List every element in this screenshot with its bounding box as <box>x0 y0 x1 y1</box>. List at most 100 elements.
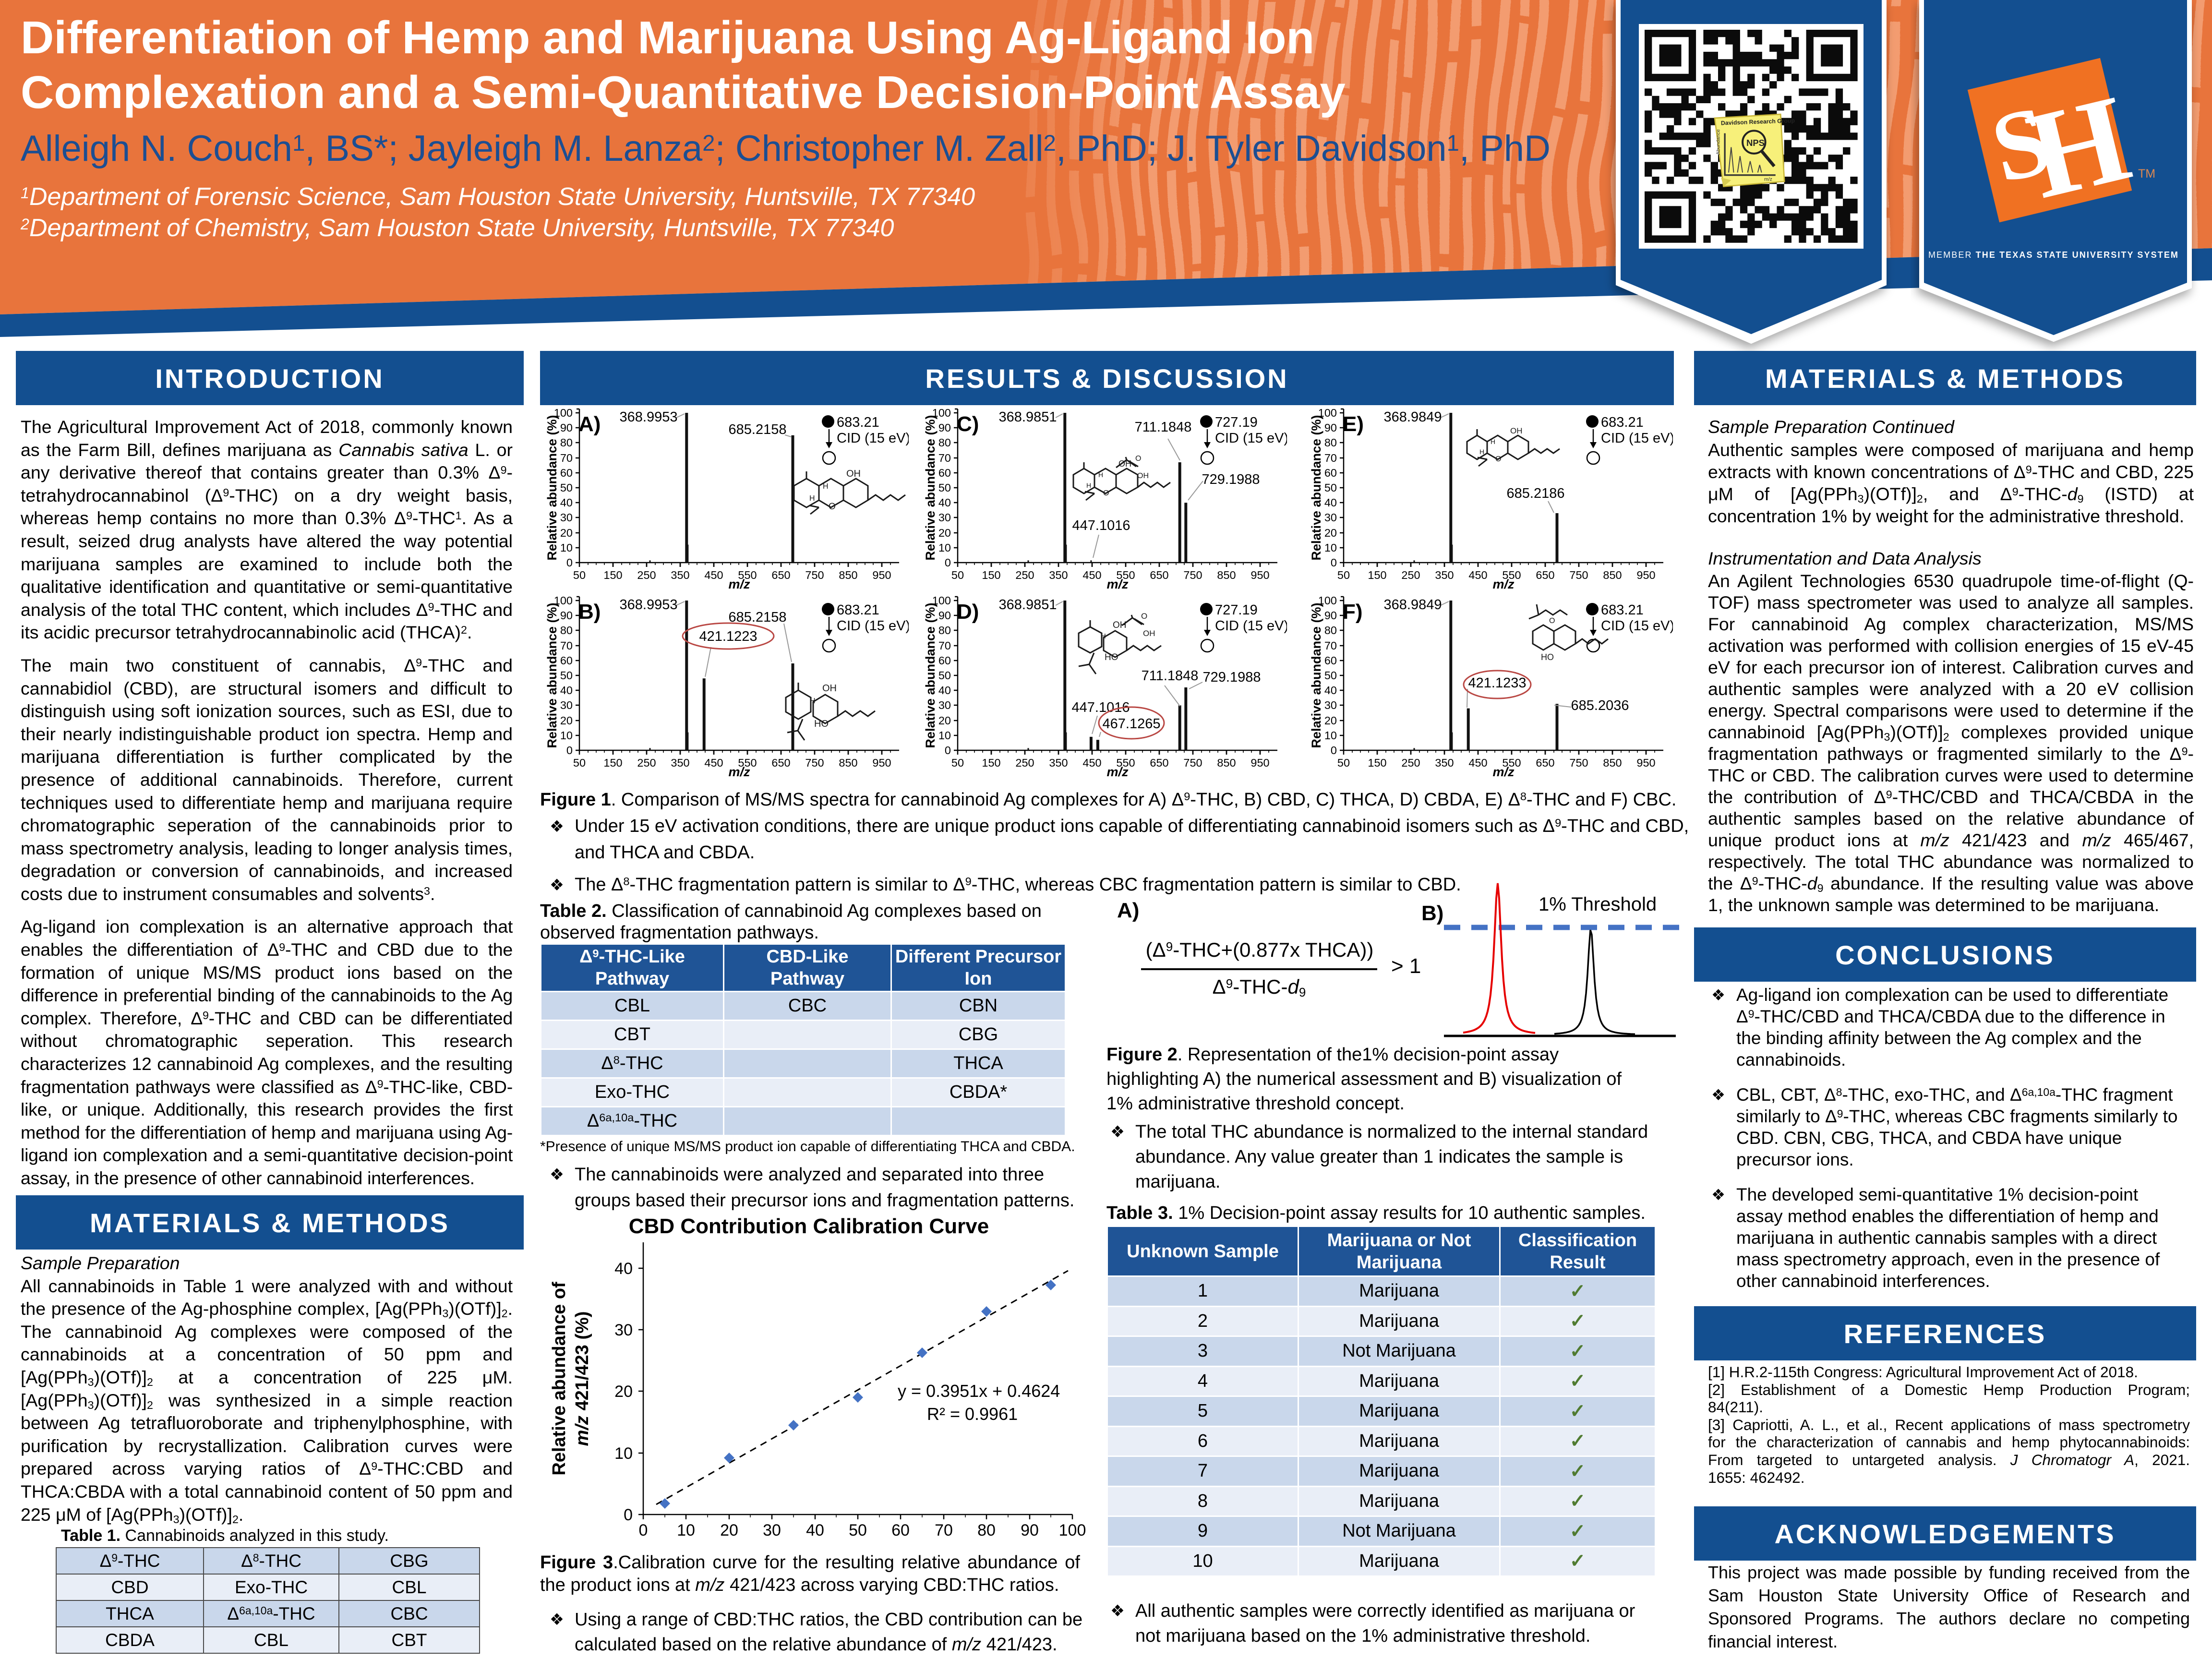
svg-text:90: 90 <box>1021 1521 1039 1539</box>
svg-text:150: 150 <box>1368 757 1386 769</box>
svg-text:250: 250 <box>637 569 656 581</box>
svg-text:Relative abundance (%): Relative abundance (%) <box>1309 415 1323 560</box>
svg-text:m/z: m/z <box>1764 177 1772 182</box>
svg-text:30: 30 <box>560 699 573 711</box>
svg-text:70: 70 <box>1324 452 1337 464</box>
svg-text:90: 90 <box>938 609 951 622</box>
svg-text:0: 0 <box>566 744 573 757</box>
svg-text:850: 850 <box>1603 569 1622 581</box>
svg-text:60: 60 <box>1324 467 1337 479</box>
svg-text:950: 950 <box>1636 569 1655 581</box>
svg-text:y = 0.3951x + 0.4624: y = 0.3951x + 0.4624 <box>898 1381 1060 1401</box>
svg-text:60: 60 <box>938 654 951 667</box>
svg-text:m/z: m/z <box>1492 577 1515 591</box>
svg-text:450: 450 <box>1468 757 1487 769</box>
svg-text:30: 30 <box>938 511 951 524</box>
svg-text:H: H <box>810 697 816 705</box>
svg-text:70: 70 <box>560 639 573 652</box>
svg-text:10: 10 <box>938 541 951 554</box>
svg-text:10: 10 <box>677 1521 695 1539</box>
svg-text:80: 80 <box>1324 436 1337 449</box>
svg-text:421.1223: 421.1223 <box>699 629 757 644</box>
svg-text:750: 750 <box>1183 569 1202 581</box>
svg-text:685.2158: 685.2158 <box>729 422 787 437</box>
svg-text:OH: OH <box>1137 472 1149 480</box>
svg-text:20: 20 <box>1324 527 1337 539</box>
svg-text:100: 100 <box>1318 594 1337 607</box>
svg-text:H: H <box>1101 632 1106 640</box>
svg-text:OH: OH <box>1510 426 1523 435</box>
svg-text:20: 20 <box>614 1382 633 1401</box>
svg-text:80: 80 <box>977 1521 996 1539</box>
svg-text:683.21: 683.21 <box>837 602 879 618</box>
svg-text:250: 250 <box>637 757 656 769</box>
svg-text:650: 650 <box>771 569 790 581</box>
svg-text:m/z: m/z <box>728 577 750 591</box>
svg-text:0: 0 <box>566 556 573 569</box>
svg-text:OH: OH <box>822 683 837 694</box>
svg-text:0: 0 <box>945 556 951 569</box>
svg-text:m/z: m/z <box>1492 765 1515 779</box>
svg-text:30: 30 <box>1324 699 1337 711</box>
svg-text:683.21: 683.21 <box>1601 415 1644 430</box>
svg-text:368.9851: 368.9851 <box>999 597 1057 613</box>
svg-text:CID (15 eV): CID (15 eV) <box>1601 431 1673 446</box>
svg-text:70: 70 <box>938 639 951 652</box>
svg-text:90: 90 <box>560 421 573 434</box>
svg-text:368.9851: 368.9851 <box>999 409 1057 425</box>
svg-text:D): D) <box>957 600 979 624</box>
svg-text:450: 450 <box>704 757 723 769</box>
svg-text:E): E) <box>1343 412 1364 436</box>
svg-text:H: H <box>1086 481 1091 489</box>
svg-text:50: 50 <box>849 1521 867 1539</box>
svg-text:550: 550 <box>738 569 757 581</box>
svg-text:30: 30 <box>560 511 573 524</box>
svg-text:711.1848: 711.1848 <box>1135 420 1192 435</box>
svg-text:40: 40 <box>1324 684 1337 697</box>
svg-text:OH: OH <box>1143 629 1155 638</box>
svg-text:10: 10 <box>938 729 951 742</box>
svg-text:HO: HO <box>1105 652 1118 662</box>
svg-text:H: H <box>1491 438 1495 445</box>
svg-text:950: 950 <box>1250 757 1269 769</box>
svg-text:50: 50 <box>951 569 964 581</box>
svg-text:80: 80 <box>938 436 951 449</box>
svg-text:421.1233: 421.1233 <box>1468 675 1527 691</box>
svg-text:50: 50 <box>1324 669 1337 682</box>
svg-text:80: 80 <box>938 624 951 637</box>
svg-text:40: 40 <box>938 496 951 509</box>
svg-text:O: O <box>1141 612 1147 621</box>
svg-text:450: 450 <box>1082 757 1101 769</box>
svg-text:90: 90 <box>1324 609 1337 622</box>
svg-text:O: O <box>1135 455 1141 463</box>
svg-text:850: 850 <box>839 569 857 581</box>
svg-text:30: 30 <box>614 1321 633 1339</box>
svg-text:350: 350 <box>671 569 689 581</box>
svg-text:100: 100 <box>554 594 573 607</box>
svg-text:150: 150 <box>982 757 1000 769</box>
svg-text:A): A) <box>578 412 601 436</box>
svg-text:350: 350 <box>1049 757 1068 769</box>
svg-text:368.9849: 368.9849 <box>1384 597 1442 613</box>
svg-text:70: 70 <box>935 1521 953 1539</box>
svg-text:OH: OH <box>1113 620 1127 630</box>
svg-text:350: 350 <box>1049 569 1068 581</box>
svg-text:O: O <box>1549 617 1555 625</box>
svg-text:729.1988: 729.1988 <box>1203 670 1261 685</box>
svg-text:Abundance: Abundance <box>1716 129 1721 155</box>
svg-text:850: 850 <box>1603 757 1622 769</box>
svg-text:950: 950 <box>1250 569 1269 581</box>
svg-text:F): F) <box>1343 600 1363 624</box>
svg-text:685.2036: 685.2036 <box>1571 698 1629 713</box>
svg-text:10: 10 <box>1324 541 1337 554</box>
svg-text:90: 90 <box>560 609 573 622</box>
svg-text:Davidson Research Group: Davidson Research Group <box>1721 117 1795 126</box>
svg-text:Relative abundance (%): Relative abundance (%) <box>545 602 559 748</box>
svg-text:467.1265: 467.1265 <box>1103 716 1161 732</box>
svg-text:850: 850 <box>839 757 857 769</box>
svg-text:550: 550 <box>1116 757 1135 769</box>
svg-text:20: 20 <box>560 714 573 727</box>
svg-text:368.9849: 368.9849 <box>1384 409 1442 425</box>
svg-text:950: 950 <box>872 569 891 581</box>
svg-text:650: 650 <box>1536 569 1554 581</box>
